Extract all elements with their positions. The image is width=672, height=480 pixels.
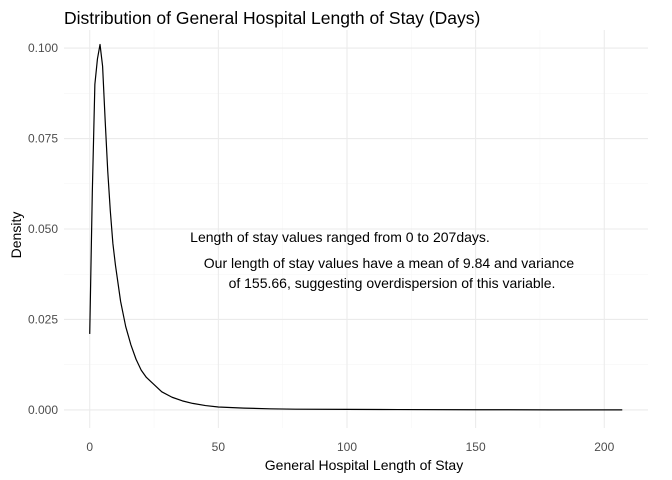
- y-tick-label: 0.100: [28, 41, 58, 55]
- y-tick-label: 0.000: [28, 403, 58, 417]
- x-axis-title: General Hospital Length of Stay: [265, 457, 463, 473]
- density-line: [89, 43, 623, 411]
- y-tick-label: 0.075: [28, 132, 58, 146]
- x-tick-label: 100: [337, 440, 357, 454]
- annotation-mean-line-1: Our length of stay values have a mean of…: [204, 255, 575, 271]
- x-tick-label: 150: [466, 440, 486, 454]
- x-tick-label: 50: [212, 440, 226, 454]
- y-tick-label: 0.025: [28, 312, 58, 326]
- annotation-range: Length of stay values ranged from 0 to 2…: [190, 229, 490, 245]
- annotation-mean-line-2: of 155.66, suggesting overdispersion of …: [229, 275, 556, 291]
- y-tick-label: 0.050: [28, 222, 58, 236]
- x-tick-label: 0: [86, 440, 93, 454]
- x-tick-label: 200: [594, 440, 614, 454]
- chart-title: Distribution of General Hospital Length …: [64, 8, 480, 28]
- y-tick-labels: 0.000 0.025 0.050 0.075 0.100: [28, 41, 58, 417]
- y-axis-title: Density: [8, 212, 24, 259]
- x-tick-labels: 0 50 100 150 200: [86, 440, 614, 454]
